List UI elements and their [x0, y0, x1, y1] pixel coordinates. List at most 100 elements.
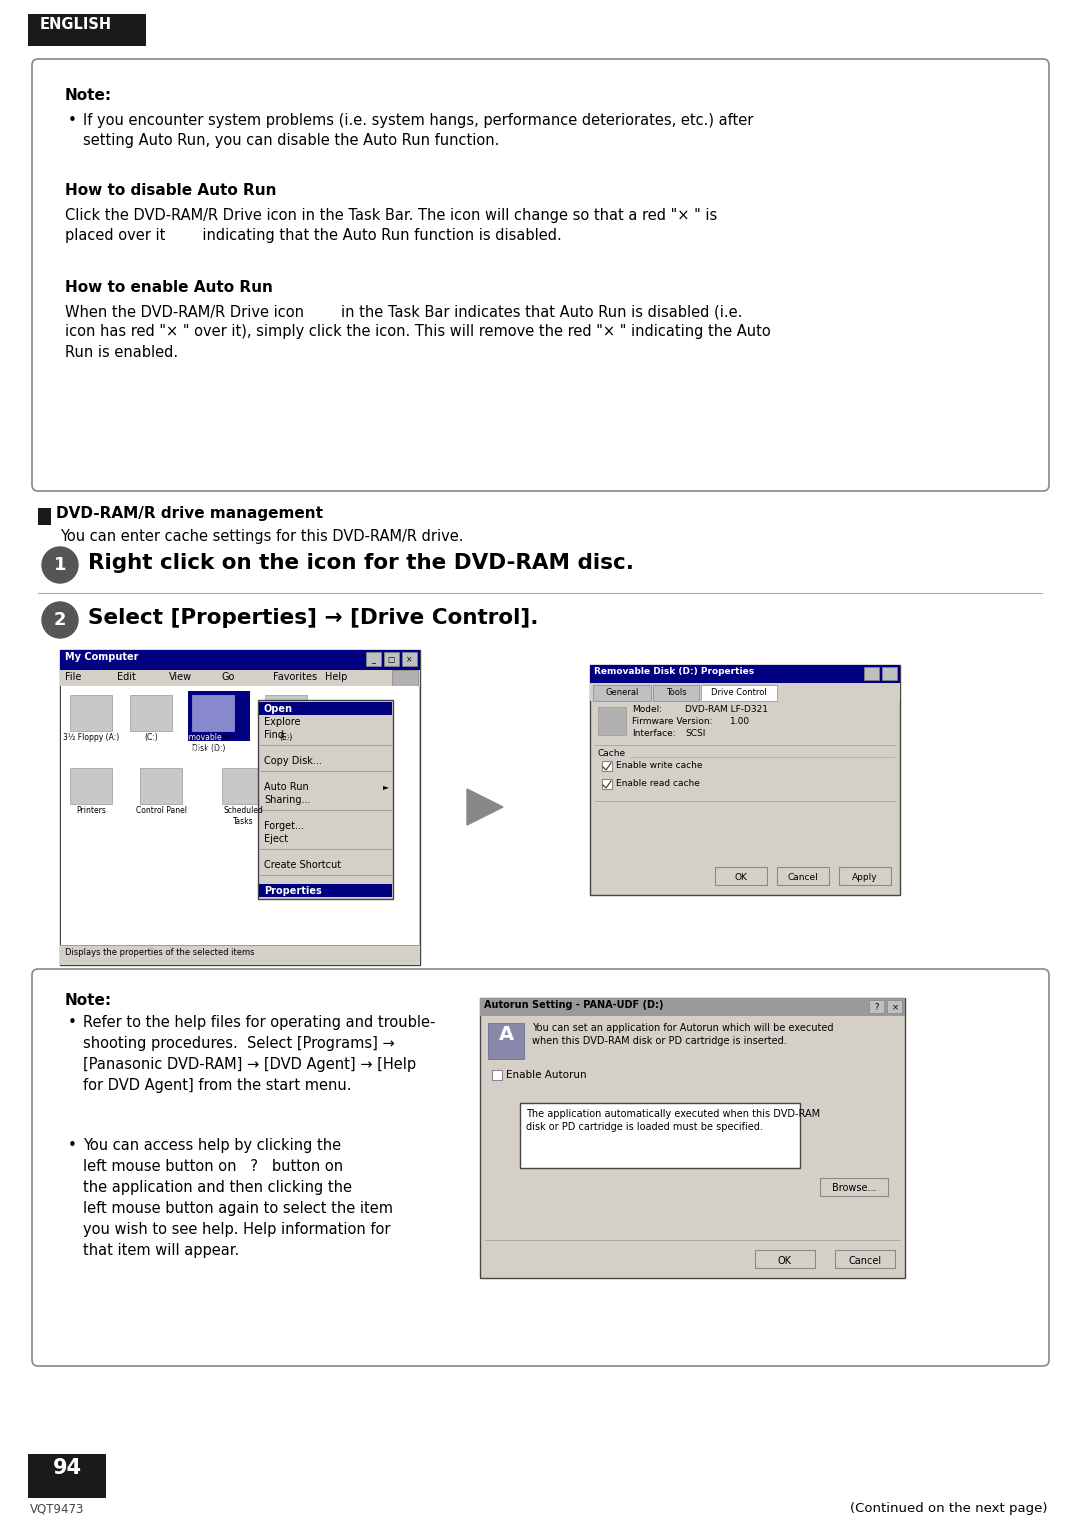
- FancyBboxPatch shape: [715, 867, 767, 885]
- FancyBboxPatch shape: [480, 998, 905, 1016]
- Text: Click the DVD-RAM/R Drive icon in the Task Bar. The icon will change so that a r: Click the DVD-RAM/R Drive icon in the Ta…: [65, 208, 717, 244]
- Text: Select [Properties] → [Drive Control].: Select [Properties] → [Drive Control].: [87, 607, 539, 629]
- FancyBboxPatch shape: [598, 707, 626, 736]
- Text: Autorun Setting - PANA-UDF (D:): Autorun Setting - PANA-UDF (D:): [484, 1000, 663, 1010]
- FancyBboxPatch shape: [60, 687, 419, 945]
- Text: •: •: [68, 113, 77, 128]
- Text: Displays the properties of the selected items: Displays the properties of the selected …: [65, 948, 255, 957]
- Text: How to enable Auto Run: How to enable Auto Run: [65, 279, 273, 295]
- Text: Enable Autorun: Enable Autorun: [507, 1070, 586, 1080]
- Text: Note:: Note:: [65, 993, 112, 1009]
- FancyBboxPatch shape: [188, 694, 230, 731]
- FancyBboxPatch shape: [28, 1454, 106, 1499]
- FancyBboxPatch shape: [384, 652, 399, 665]
- Text: □: □: [388, 655, 394, 664]
- Text: Tools: Tools: [665, 688, 686, 697]
- FancyBboxPatch shape: [188, 691, 249, 742]
- Text: My Computer: My Computer: [65, 652, 138, 662]
- Text: 1: 1: [54, 555, 66, 574]
- FancyBboxPatch shape: [32, 969, 1049, 1366]
- Text: Scheduled
Tasks: Scheduled Tasks: [224, 806, 262, 826]
- Text: _: _: [372, 655, 375, 664]
- Text: Firmware Version:: Firmware Version:: [632, 717, 713, 726]
- Text: Create Shortcut: Create Shortcut: [264, 861, 341, 870]
- FancyBboxPatch shape: [882, 667, 897, 681]
- Text: (Continued on the next page): (Continued on the next page): [851, 1502, 1048, 1515]
- FancyBboxPatch shape: [265, 694, 307, 731]
- Text: DVD-RAM/R drive management: DVD-RAM/R drive management: [56, 507, 323, 520]
- FancyBboxPatch shape: [402, 652, 417, 665]
- FancyBboxPatch shape: [887, 1000, 902, 1013]
- Text: Help: Help: [325, 671, 348, 682]
- Text: Sharing...: Sharing...: [264, 795, 311, 806]
- FancyBboxPatch shape: [492, 1070, 502, 1080]
- Text: Right click on the icon for the DVD-RAM disc.: Right click on the icon for the DVD-RAM …: [87, 552, 634, 572]
- FancyBboxPatch shape: [602, 761, 612, 771]
- Text: Enable write cache: Enable write cache: [616, 761, 702, 771]
- Text: Edit: Edit: [117, 671, 136, 682]
- Text: Cache: Cache: [598, 749, 626, 758]
- Text: 1.00: 1.00: [730, 717, 751, 726]
- FancyBboxPatch shape: [70, 768, 112, 804]
- FancyBboxPatch shape: [60, 945, 420, 964]
- FancyBboxPatch shape: [593, 685, 651, 700]
- FancyBboxPatch shape: [32, 60, 1049, 491]
- FancyBboxPatch shape: [130, 694, 172, 731]
- Text: The application automatically executed when this DVD-RAM
disk or PD cartridge is: The application automatically executed w…: [526, 1109, 820, 1132]
- FancyBboxPatch shape: [259, 702, 392, 716]
- Text: Eject: Eject: [264, 835, 288, 844]
- Text: DVD-RAM LF-D321: DVD-RAM LF-D321: [685, 705, 768, 714]
- Text: Removable Disk (D:) Properties: Removable Disk (D:) Properties: [594, 667, 754, 676]
- Text: Properties: Properties: [264, 887, 322, 896]
- Text: Copy Disk...: Copy Disk...: [264, 755, 322, 766]
- Text: ENGLISH: ENGLISH: [40, 17, 112, 32]
- FancyBboxPatch shape: [835, 1250, 895, 1268]
- FancyBboxPatch shape: [259, 884, 392, 897]
- Text: Apply: Apply: [852, 873, 878, 882]
- Text: •: •: [68, 1138, 77, 1154]
- Text: VQT9473: VQT9473: [30, 1502, 84, 1515]
- Text: SCSI: SCSI: [685, 729, 705, 739]
- Text: Forget...: Forget...: [264, 821, 303, 832]
- FancyBboxPatch shape: [590, 684, 900, 700]
- Text: Interface:: Interface:: [632, 729, 676, 739]
- FancyBboxPatch shape: [701, 685, 777, 700]
- FancyBboxPatch shape: [869, 1000, 885, 1013]
- Circle shape: [42, 601, 78, 638]
- Text: A: A: [499, 1024, 514, 1044]
- FancyBboxPatch shape: [70, 694, 112, 731]
- FancyBboxPatch shape: [590, 665, 900, 684]
- FancyBboxPatch shape: [60, 650, 420, 670]
- Text: File: File: [65, 671, 81, 682]
- Text: Refer to the help files for operating and trouble-
shooting procedures.  Select : Refer to the help files for operating an…: [83, 1015, 435, 1093]
- Text: Removable
Disk (D:): Removable Disk (D:): [188, 732, 230, 754]
- Text: Find...: Find...: [264, 729, 293, 740]
- Text: ×: ×: [891, 1003, 899, 1012]
- Text: OK: OK: [734, 873, 747, 882]
- FancyBboxPatch shape: [755, 1250, 815, 1268]
- Text: •: •: [68, 1015, 77, 1030]
- Text: ?: ?: [875, 1003, 879, 1012]
- Text: (E:): (E:): [280, 732, 293, 742]
- Text: OK: OK: [778, 1256, 792, 1267]
- Circle shape: [42, 546, 78, 583]
- Text: Go: Go: [221, 671, 234, 682]
- Text: How to disable Auto Run: How to disable Auto Run: [65, 183, 276, 198]
- FancyBboxPatch shape: [38, 508, 51, 525]
- FancyBboxPatch shape: [519, 1103, 800, 1167]
- FancyBboxPatch shape: [488, 1022, 524, 1059]
- Text: You can enter cache settings for this DVD-RAM/R drive.: You can enter cache settings for this DV…: [60, 530, 463, 543]
- FancyBboxPatch shape: [590, 665, 900, 896]
- FancyBboxPatch shape: [140, 768, 183, 804]
- FancyBboxPatch shape: [653, 685, 699, 700]
- Text: You can set an application for Autorun which will be executed
when this DVD-RAM : You can set an application for Autorun w…: [532, 1022, 834, 1047]
- Text: ►: ►: [383, 781, 389, 790]
- FancyBboxPatch shape: [777, 867, 829, 885]
- FancyBboxPatch shape: [60, 670, 420, 687]
- Text: When the DVD-RAM/R Drive icon        in the Task Bar indicates that Auto Run is : When the DVD-RAM/R Drive icon in the Tas…: [65, 304, 771, 360]
- Text: Drive Control: Drive Control: [711, 688, 767, 697]
- Text: (C:): (C:): [144, 732, 158, 742]
- FancyBboxPatch shape: [222, 768, 264, 804]
- Text: View: View: [168, 671, 192, 682]
- Text: Browse...: Browse...: [832, 1183, 876, 1193]
